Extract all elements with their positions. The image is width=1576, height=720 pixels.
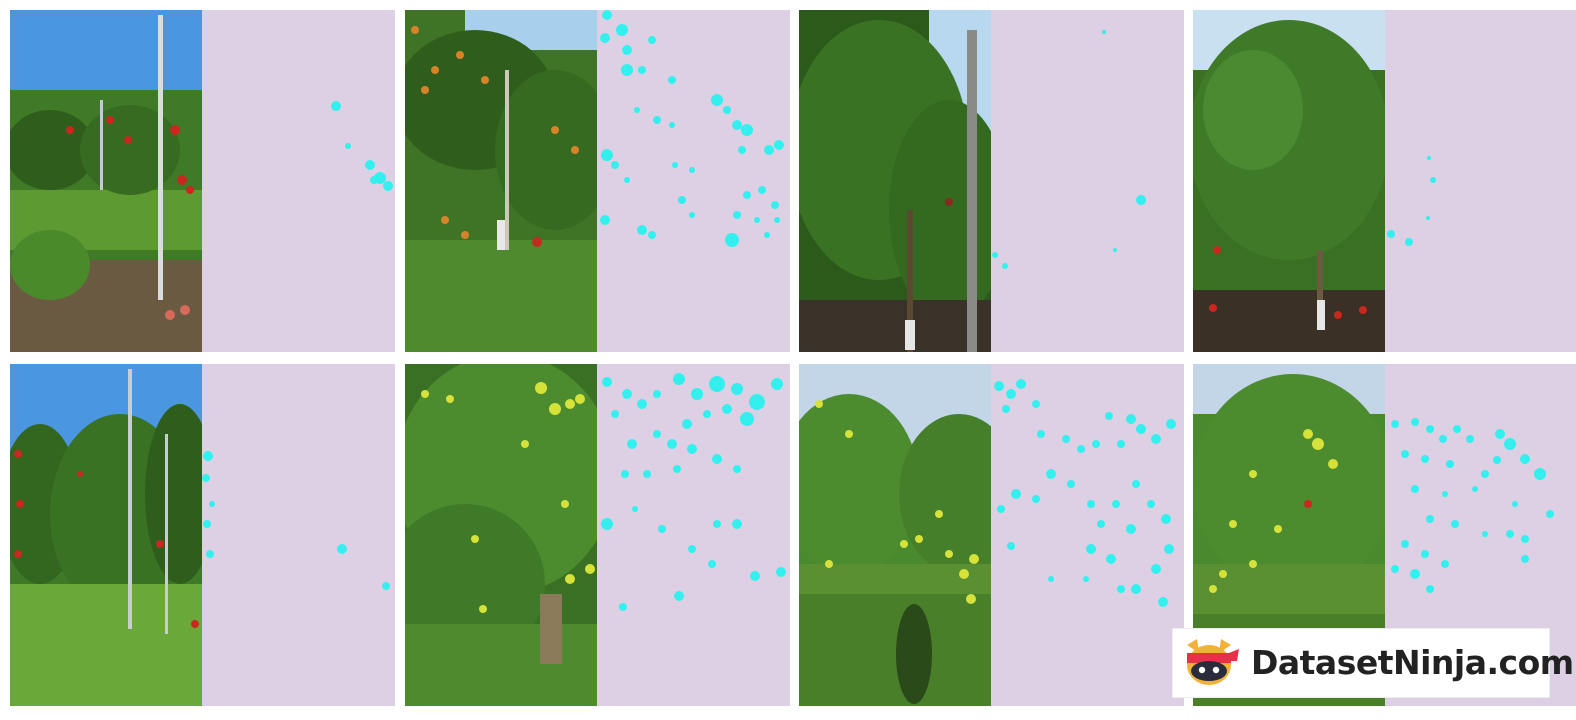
sample-pair-5 [10,364,395,706]
segmentation-mask-5 [202,364,395,706]
orchard-photo-7 [799,364,991,706]
segmentation-mask-3 [991,10,1184,352]
sample-pair-3 [799,10,1184,352]
segmentation-mask-4 [1385,10,1576,352]
sample-pair-1 [10,10,395,352]
orchard-photo-4 [1193,10,1385,352]
sample-pair-4 [1193,10,1576,352]
sample-pair-7 [799,364,1184,706]
segmentation-mask-1 [202,10,395,352]
orchard-photo-3 [799,10,991,352]
orchard-photo-1 [10,10,202,352]
orchard-photo-6 [405,364,597,706]
sample-pair-6 [405,364,790,706]
orchard-photo-2 [405,10,597,352]
dataset-ninja-brand[interactable]: DatasetNinja.com [1172,628,1574,698]
segmentation-mask-6 [597,364,790,706]
brand-name: DatasetNinja.com [1251,643,1574,682]
image-grid [10,10,1576,706]
sample-pair-2 [405,10,790,352]
segmentation-mask-7 [991,364,1184,706]
orchard-photo-5 [10,364,202,706]
segmentation-mask-2 [597,10,790,352]
ninja-cat-logo-icon [1181,637,1239,689]
